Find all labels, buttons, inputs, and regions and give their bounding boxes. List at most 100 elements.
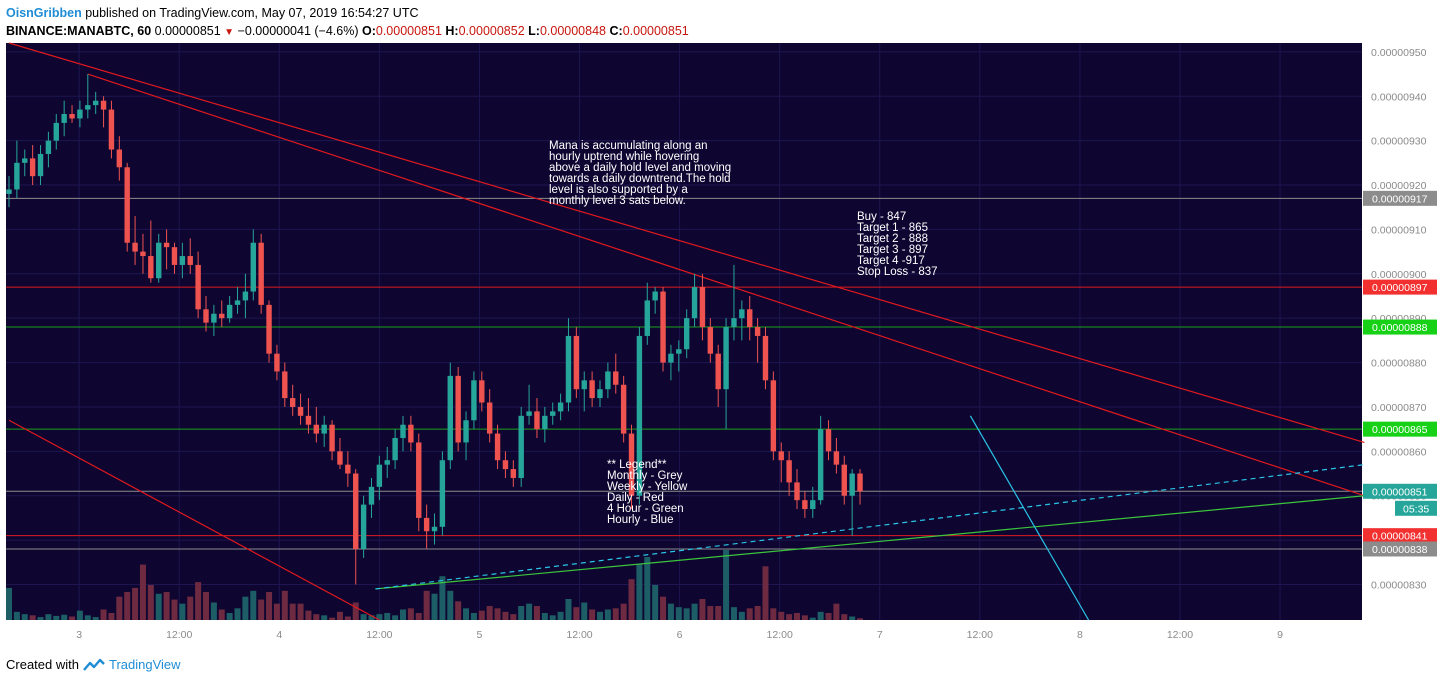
volume-bar — [266, 592, 273, 620]
price-chart[interactable]: 0.00000950 0.00000940 0.00000930 0.00000920… — [5, 42, 1439, 647]
candle — [250, 229, 256, 301]
volume-bar — [770, 608, 777, 620]
legend-note-line: Hourly - Blue — [607, 514, 673, 526]
low-label: L: — [528, 24, 540, 38]
volume-bar — [376, 614, 383, 620]
published-text: published on TradingView.com, May 07, 20… — [85, 6, 419, 20]
candle — [668, 344, 674, 381]
candle-body — [463, 420, 469, 443]
trendline — [375, 464, 1365, 590]
candle-body — [195, 264, 201, 310]
volume-bar — [778, 611, 785, 620]
y-tick-label: 0.00000940 — [1371, 91, 1427, 103]
candle — [628, 424, 635, 510]
volume-bar — [715, 606, 722, 620]
candle-body — [297, 406, 304, 416]
high-label: H: — [445, 24, 459, 38]
volume-bar — [510, 614, 517, 620]
volume-bar — [794, 613, 800, 620]
candle-body — [550, 411, 556, 416]
candle — [345, 451, 351, 487]
candle — [802, 491, 808, 518]
candle-body — [148, 256, 154, 279]
x-tick-label: 5 — [477, 629, 483, 641]
candle-body — [510, 469, 517, 478]
candle — [116, 136, 123, 181]
volume-bar — [210, 602, 217, 620]
candle-body — [353, 473, 359, 549]
x-tick-label: 12:00 — [566, 629, 592, 641]
volume-bar — [660, 596, 667, 620]
candle — [534, 398, 540, 439]
candle-body — [502, 460, 509, 470]
price-label: 0.00000917 — [1363, 190, 1437, 206]
candle — [550, 402, 556, 425]
candle-body — [321, 424, 327, 434]
candle-body — [849, 473, 855, 496]
candle — [6, 176, 12, 208]
price-change: −0.00000041 (−4.6%) — [237, 24, 359, 38]
candle — [810, 486, 816, 518]
candle — [605, 362, 611, 399]
candle-body — [392, 438, 398, 461]
tradingview-brand[interactable]: TradingView — [108, 657, 181, 672]
volume-bar — [463, 608, 470, 620]
candle — [471, 371, 477, 430]
volume-bar — [234, 608, 241, 620]
volume-bar — [628, 579, 635, 620]
candle-body — [794, 482, 800, 501]
volume-bar — [533, 606, 540, 620]
volume-bar — [21, 614, 28, 620]
candle-body — [187, 256, 193, 265]
candle — [849, 469, 855, 536]
volume-bar — [604, 609, 611, 620]
countdown-label: 05:35 — [1395, 500, 1437, 516]
x-tick-label: 7 — [877, 629, 883, 641]
x-tick-label: 3 — [76, 629, 82, 641]
candle-body — [691, 287, 698, 319]
high-value: 0.00000852 — [458, 24, 525, 38]
candle — [313, 406, 320, 443]
candle — [652, 287, 658, 314]
candle — [463, 411, 469, 461]
x-tick-label: 12:00 — [967, 629, 993, 641]
candle-body — [179, 256, 186, 265]
candle-body — [494, 433, 501, 461]
volume-bar — [557, 611, 564, 620]
price-label: 0.00000841 — [1363, 528, 1437, 544]
candle-body — [605, 371, 611, 390]
candle — [660, 287, 666, 372]
close-value: 0.00000851 — [622, 24, 689, 38]
candle-body — [203, 309, 209, 323]
volume-bar — [195, 582, 202, 620]
author-name[interactable]: OisnGribben — [6, 6, 82, 20]
candle — [305, 398, 312, 434]
candle — [14, 140, 20, 199]
volume-bar — [226, 613, 233, 620]
volume-bar — [132, 587, 139, 620]
chart-header: OisnGribben published on TradingView.com… — [6, 4, 1436, 40]
candle — [384, 446, 390, 478]
candle-body — [77, 109, 83, 119]
candle — [140, 233, 146, 274]
trendline — [969, 415, 1090, 621]
volume-bar — [762, 566, 769, 620]
candle-body — [518, 415, 524, 478]
candle-body — [85, 105, 91, 110]
volume-bar — [92, 617, 99, 620]
targets-note-line: Target 2 - 888 — [857, 233, 928, 245]
candle — [739, 300, 745, 341]
candle-body — [282, 371, 288, 399]
candle — [195, 251, 201, 319]
volume-bar — [675, 607, 682, 620]
y-tick-label: 0.00000900 — [1371, 269, 1427, 281]
candle — [22, 149, 28, 177]
candle — [329, 420, 335, 461]
candle-body — [770, 380, 777, 452]
volume-bar — [849, 616, 856, 620]
candle — [676, 340, 682, 372]
candle-body — [534, 411, 540, 430]
chart-canvas[interactable]: 0.00000950 0.00000940 0.00000930 0.00000920… — [5, 42, 1439, 647]
